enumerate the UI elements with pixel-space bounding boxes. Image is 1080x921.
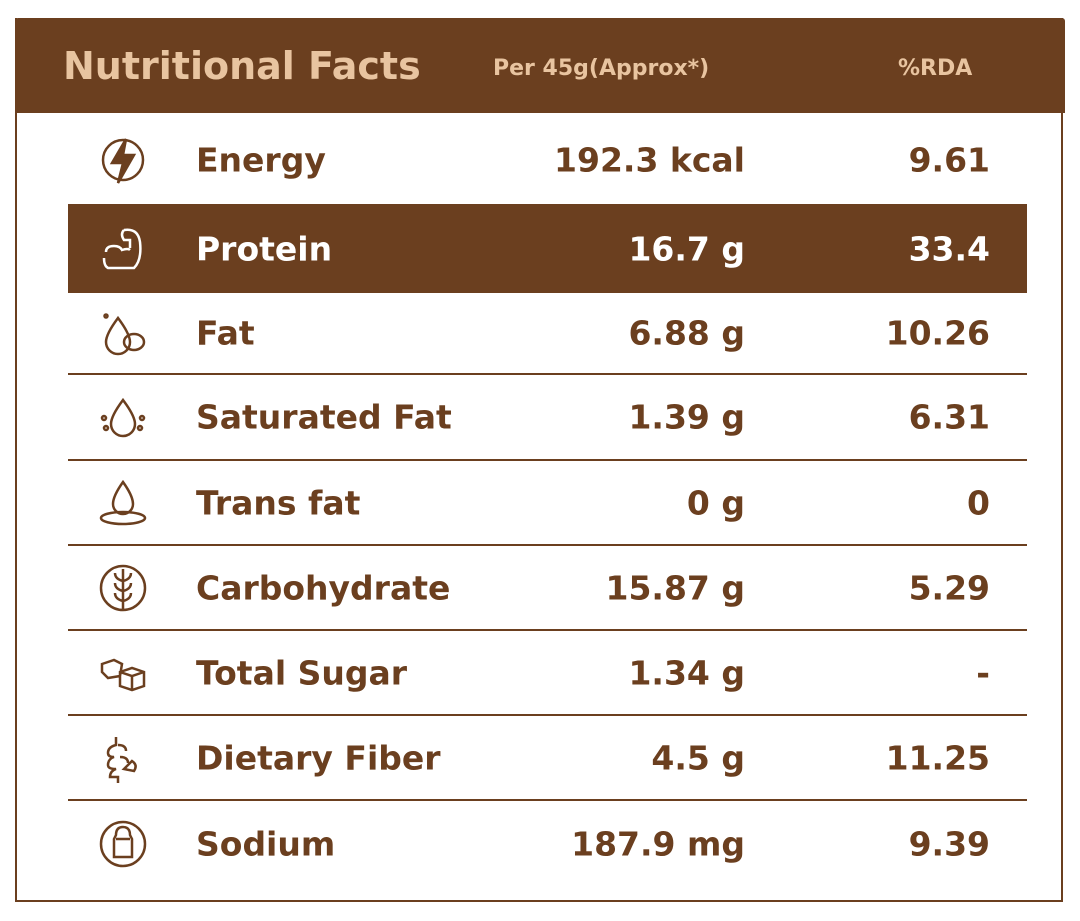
table-row: Total Sugar 1.34 g -: [68, 631, 1027, 716]
table-row: Carbohydrate 15.87 g 5.29: [68, 546, 1027, 631]
table-row: Protein 16.7 g 33.4: [68, 204, 1027, 293]
table-row: Saturated Fat 1.39 g 6.31: [68, 375, 1027, 461]
nutrient-value: 0 g: [686, 483, 745, 522]
nutrient-rda: 9.61: [908, 140, 990, 179]
table-row: Dietary Fiber 4.5 g 11.25: [68, 716, 1027, 801]
nutrition-table: [15, 18, 1063, 902]
rda-label: %RDA: [898, 56, 973, 81]
table-title: Nutritional Facts: [63, 44, 421, 88]
wheat-icon: [96, 561, 150, 615]
nutrient-name: Carbohydrate: [196, 568, 451, 607]
nutrient-rda: 6.31: [908, 397, 990, 437]
salt-shaker-icon: [96, 817, 150, 871]
nutrient-value: 1.34 g: [628, 653, 745, 692]
nutrient-value: 192.3 kcal: [554, 140, 745, 179]
nutrient-name: Trans fat: [196, 483, 361, 522]
table-header: Nutritional Facts Per 45g(Approx*) %RDA: [15, 18, 1065, 113]
nutrient-name: Saturated Fat: [196, 397, 452, 437]
nutrient-name: Energy: [196, 140, 326, 179]
lightning-icon: [96, 133, 150, 187]
drop-ripple-icon: [96, 476, 150, 530]
intestine-icon: [96, 731, 150, 785]
nutrient-name: Protein: [196, 229, 333, 268]
nutrient-value: 16.7 g: [628, 229, 745, 268]
nutrient-rda: -: [976, 653, 990, 692]
oil-drop-nut-icon: [96, 306, 150, 360]
table-row: Energy 192.3 kcal 9.61: [68, 117, 1027, 202]
nutrient-rda: 5.29: [908, 568, 990, 607]
sugar-cubes-icon: [96, 646, 150, 700]
nutrient-name: Fat: [196, 313, 255, 353]
table-row: Trans fat 0 g 0: [68, 461, 1027, 546]
nutrient-value: 1.39 g: [628, 397, 745, 437]
nutrient-value: 187.9 mg: [571, 824, 745, 863]
table-row: Sodium 187.9 mg 9.39: [68, 801, 1027, 886]
table-row: Fat 6.88 g 10.26: [68, 293, 1027, 375]
nutrient-rda: 33.4: [908, 229, 990, 268]
fat-drop-icon: [96, 390, 150, 444]
nutrient-name: Dietary Fiber: [196, 738, 441, 777]
nutrient-value: 4.5 g: [651, 738, 745, 777]
nutrient-name: Sodium: [196, 824, 336, 863]
flexed-arm-icon: [96, 222, 150, 276]
nutrient-value: 15.87 g: [605, 568, 746, 607]
nutrient-rda: 9.39: [908, 824, 990, 863]
nutrient-rda: 0: [967, 483, 990, 522]
nutrient-value: 6.88 g: [628, 313, 745, 353]
per-serving-label: Per 45g(Approx*): [493, 56, 710, 81]
nutrient-rda: 11.25: [885, 738, 990, 777]
nutrient-name: Total Sugar: [196, 653, 408, 692]
nutrient-rda: 10.26: [885, 313, 990, 353]
